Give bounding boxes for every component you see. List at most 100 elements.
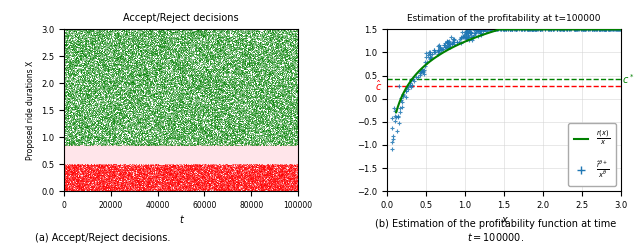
Point (227, 116, 237, 120)
Point (256, 69, 266, 73)
Point (276, 115, 287, 119)
Point (147, 130, 157, 134)
Point (163, 77, 173, 81)
Point (203, 47, 213, 51)
Point (183, 94, 193, 98)
Point (157, 167, 167, 171)
Point (184, 128, 194, 132)
Point (118, 97, 129, 101)
Point (232, 139, 243, 143)
Point (216, 109, 227, 112)
Point (198, 69, 209, 73)
Point (250, 136, 260, 140)
Point (269, 169, 279, 173)
Point (203, 180, 213, 184)
Point (74, 113, 84, 117)
Point (185, 130, 195, 134)
Point (114, 34, 124, 37)
Point (218, 141, 228, 145)
Point (92, 66, 102, 70)
Point (160, 47, 170, 51)
Point (173, 48, 184, 52)
Point (184, 63, 195, 67)
Point (228, 57, 239, 61)
Point (67, 181, 77, 185)
Point (113, 74, 124, 78)
Point (268, 35, 278, 39)
Point (145, 171, 156, 175)
Point (177, 65, 187, 69)
Point (90, 188, 100, 192)
Point (149, 58, 159, 62)
Point (241, 51, 252, 55)
Point (77, 127, 87, 131)
Point (175, 184, 186, 188)
Point (149, 91, 159, 95)
Point (90, 40, 100, 44)
Point (117, 175, 127, 179)
Point (216, 169, 227, 173)
Point (92, 101, 102, 105)
Point (126, 55, 136, 59)
Point (85, 57, 95, 61)
Point (195, 128, 205, 132)
Point (115, 181, 125, 185)
Point (248, 140, 258, 144)
Point (159, 165, 170, 169)
Point (250, 172, 260, 176)
Point (115, 135, 125, 139)
Point (207, 165, 217, 169)
Point (274, 60, 284, 64)
Point (231, 124, 241, 128)
Point (132, 37, 142, 41)
Point (91, 110, 101, 114)
Point (543, 27, 554, 31)
Point (104, 168, 115, 172)
Point (81, 165, 92, 169)
Point (166, 51, 176, 55)
Point (76, 39, 86, 43)
Point (221, 101, 231, 105)
Point (63, 170, 74, 174)
Point (67, 140, 77, 144)
Point (285, 100, 296, 104)
Point (257, 167, 268, 171)
Point (181, 173, 191, 177)
Point (248, 135, 259, 139)
Point (96, 29, 106, 33)
Point (239, 178, 249, 182)
Point (161, 138, 171, 142)
Point (212, 60, 223, 64)
Point (100, 166, 111, 170)
Point (92, 42, 102, 46)
Point (188, 49, 198, 53)
Point (105, 101, 115, 105)
Point (70, 176, 80, 180)
Point (255, 168, 266, 172)
Point (243, 33, 253, 37)
Point (225, 179, 236, 183)
Point (224, 173, 234, 177)
Point (207, 90, 217, 94)
Point (161, 78, 171, 82)
Point (232, 89, 243, 93)
Point (126, 60, 136, 64)
Point (280, 67, 290, 71)
Point (182, 91, 193, 95)
Point (99, 184, 109, 188)
Point (265, 183, 275, 186)
Point (84, 87, 94, 91)
Point (70, 34, 80, 37)
Point (104, 110, 115, 114)
Point (184, 118, 195, 122)
Point (140, 182, 150, 185)
Point (239, 188, 249, 192)
Point (152, 166, 163, 170)
Point (259, 103, 269, 107)
Point (208, 180, 218, 184)
Point (205, 55, 216, 59)
Point (269, 118, 280, 122)
Point (118, 98, 129, 102)
Point (163, 47, 173, 51)
Point (285, 142, 296, 146)
